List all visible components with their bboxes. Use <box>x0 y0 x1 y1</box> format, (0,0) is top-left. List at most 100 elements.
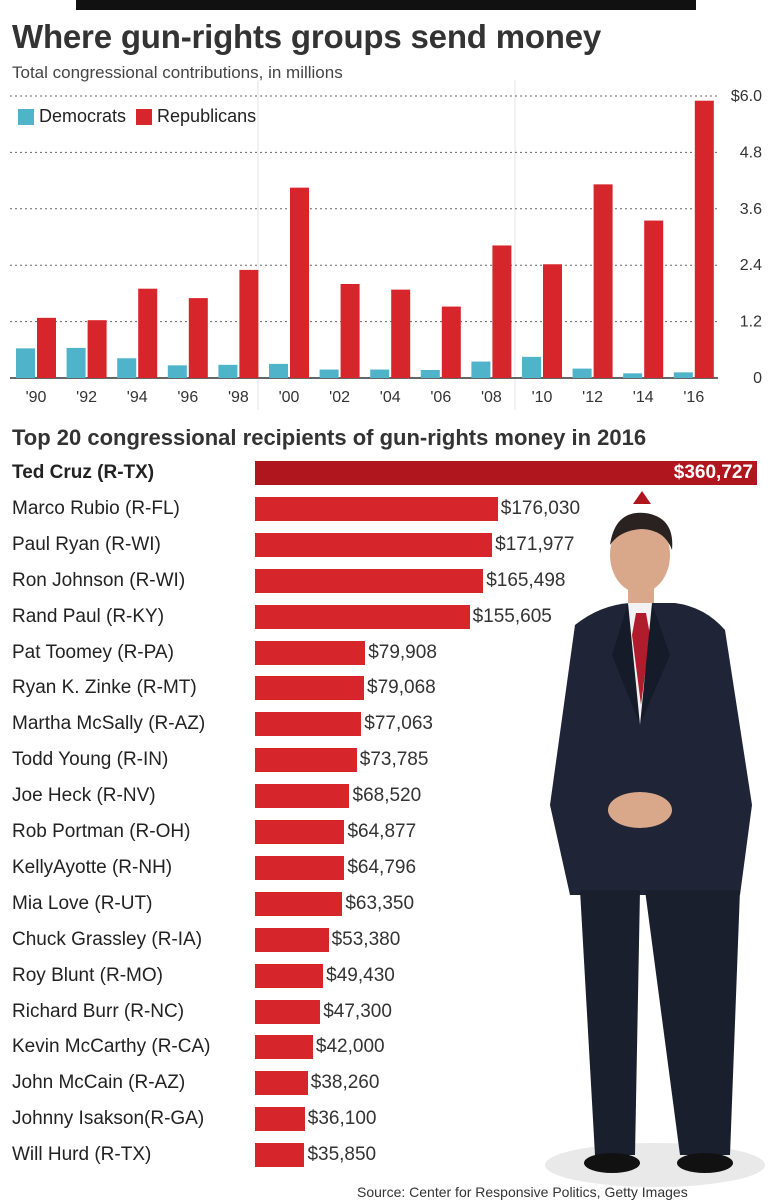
x-tick-label: '96 <box>177 389 198 406</box>
x-tick-label: '00 <box>279 389 300 406</box>
recipient-bar <box>255 496 498 521</box>
bar-republicans <box>391 289 411 378</box>
recipient-bar <box>255 963 324 988</box>
y-tick-label: 2.4 <box>740 257 762 274</box>
bar-democrats <box>420 370 440 378</box>
legend-label-democrats: Democrats <box>39 106 127 126</box>
bar-democrats <box>269 363 288 378</box>
legend-label-republicans: Republicans <box>157 106 257 126</box>
recipient-bar <box>255 461 757 485</box>
bar-democrats <box>572 368 592 378</box>
recipient-name: Joe Heck (R-NV) <box>12 785 156 807</box>
recipient-bar <box>255 1071 308 1096</box>
chart-title: Where gun-rights groups send money <box>12 18 602 55</box>
recipient-value: $38,260 <box>310 1072 380 1094</box>
bar-republicans <box>239 269 259 378</box>
recipient-value: $35,850 <box>307 1144 377 1166</box>
bar-republicans <box>593 184 613 378</box>
source-note: Source: Center for Responsive Politics, … <box>357 1184 688 1200</box>
recipient-name: Mia Love (R-UT) <box>12 892 153 914</box>
recipient-value: $64,796 <box>347 856 417 878</box>
bar-republicans <box>340 284 360 378</box>
x-tick-label: '94 <box>127 389 148 406</box>
recipient-value: $360,727 <box>673 462 753 483</box>
bar-democrats <box>218 364 238 378</box>
recipient-bar <box>255 999 321 1024</box>
contributions-bar-chart: 0 1.2 2.4 3.6 4.8 $6.0 '90 '92 '94 '96 '98 '00 '02 '0… <box>10 80 762 410</box>
x-tick-label: '02 <box>329 389 350 406</box>
bar-democrats <box>471 361 491 378</box>
bar-republicans <box>441 306 461 378</box>
bar-republicans <box>188 298 208 378</box>
recipient-name: Rand Paul (R-KY) <box>12 605 165 627</box>
bar-democrats <box>623 373 643 378</box>
recipient-value: $64,877 <box>347 821 417 842</box>
legend-swatch-republicans <box>136 108 153 125</box>
bar-republicans <box>543 264 562 378</box>
recipient-bar <box>255 748 357 773</box>
recipient-name: Todd Young (R-IN) <box>12 749 169 771</box>
y-tick-label: $6.0 <box>731 88 762 105</box>
bar-republicans <box>87 320 107 378</box>
recipient-name: Ryan K. Zinke (R-MT) <box>12 677 197 699</box>
recipient-bar <box>255 604 470 629</box>
bar-democrats <box>16 348 35 378</box>
x-tick-label: '90 <box>26 389 47 406</box>
legend-republicans: Republicans <box>136 106 256 127</box>
recipient-name: Johnny Isakson(R-GA) <box>12 1108 205 1130</box>
recipient-value: $176,030 <box>500 497 581 519</box>
bar-republicans <box>138 288 158 378</box>
section-title: Top 20 congressional recipients of gun-r… <box>12 425 647 450</box>
x-tick-label: '10 <box>532 389 553 406</box>
recipient-bar <box>255 855 345 880</box>
recipient-name: Martha McSally (R-AZ) <box>12 713 206 735</box>
recipient-value: $49,430 <box>326 964 395 986</box>
y-tick-label: 1.2 <box>740 314 762 331</box>
recipient-bar <box>255 532 493 557</box>
recipient-value: $77,063 <box>364 713 433 735</box>
recipient-bar <box>255 1035 313 1060</box>
recipient-bar <box>255 820 345 844</box>
bar-republicans <box>290 187 309 378</box>
bar-democrats <box>370 369 390 378</box>
x-tick-label: '04 <box>380 389 401 406</box>
recipient-value: $155,605 <box>472 605 552 627</box>
legend-democrats: Democrats <box>18 106 126 127</box>
x-tick-label: '16 <box>683 389 704 406</box>
recipient-name: Will Hurd (R-TX) <box>12 1144 152 1166</box>
recipient-name: Paul Ryan (R-WI) <box>12 533 161 555</box>
x-tick-label: '08 <box>481 389 502 406</box>
bar-republicans <box>694 100 714 378</box>
x-tick-label: '14 <box>633 389 654 406</box>
bar-republicans <box>492 245 512 378</box>
top-rule <box>76 0 696 10</box>
x-tick-label: '06 <box>430 389 451 406</box>
recipient-bar <box>255 891 343 916</box>
recipient-value: $68,520 <box>352 785 422 807</box>
y-tick-label: 0 <box>753 370 762 387</box>
recipient-value: $165,498 <box>486 569 566 591</box>
recipient-bar <box>255 568 484 593</box>
recipient-value: $36,100 <box>307 1108 377 1130</box>
x-tick-label: '92 <box>76 389 97 406</box>
bar-republicans <box>37 317 56 378</box>
recipient-bar <box>255 640 366 665</box>
bar-democrats <box>522 356 541 378</box>
recipient-name: Pat Toomey (R-PA) <box>12 641 174 663</box>
recipient-name: Ted Cruz (R-TX) <box>12 462 155 483</box>
recipient-name: Richard Burr (R-NC) <box>12 1000 185 1022</box>
recipient-value: $73,785 <box>359 749 429 771</box>
bar-democrats <box>673 372 693 378</box>
recipient-value: $47,300 <box>323 1000 392 1022</box>
x-tick-label: '12 <box>582 389 603 406</box>
recipient-value: $63,350 <box>345 892 415 914</box>
recipient-bar <box>255 676 365 701</box>
recipient-value: $79,068 <box>367 677 436 699</box>
bar-democrats <box>167 365 187 378</box>
bar-democrats <box>66 347 86 378</box>
bar-republicans <box>644 220 664 378</box>
recipient-name: Kevin McCarthy (R-CA) <box>12 1036 211 1058</box>
recipient-bar <box>255 712 362 737</box>
x-tick-label: '98 <box>228 389 249 406</box>
recipient-value: $53,380 <box>331 928 401 950</box>
